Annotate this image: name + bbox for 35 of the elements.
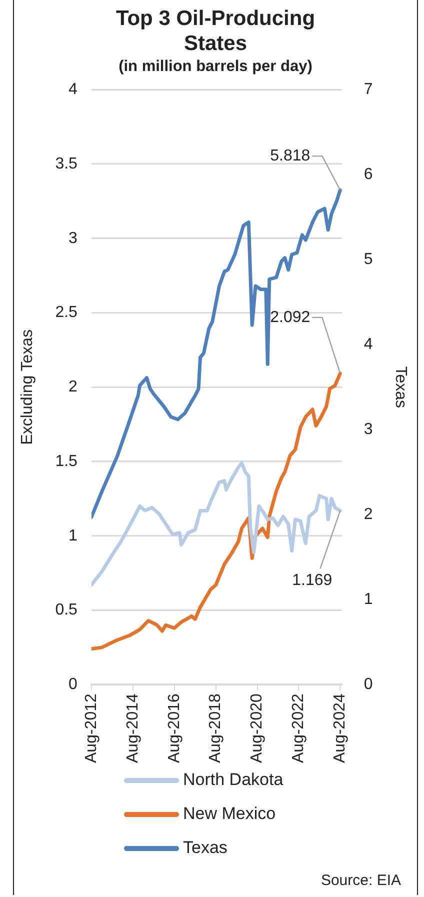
x-tick-label: Aug-2020: [248, 694, 266, 763]
y2-tick-label: 0: [364, 676, 373, 694]
data-label: 1.169: [292, 572, 332, 590]
y-tick-label: 2.5: [55, 304, 78, 322]
y-tick-label: 4: [68, 81, 78, 98]
y-tick-label: 0: [68, 676, 78, 694]
x-tick-label: Aug-2024: [332, 694, 349, 763]
legend-label: North Dakota: [183, 770, 284, 790]
y-tick-label: 0.5: [55, 602, 78, 619]
legend-label: Texas: [183, 838, 228, 858]
x-tick-label: Aug-2012: [82, 694, 100, 763]
y2-tick-label: 1: [364, 591, 373, 608]
x-tick-label: Aug-2014: [124, 694, 142, 763]
legend-label: New Mexico: [183, 804, 276, 824]
y2-tick-label: 2: [364, 506, 373, 524]
y-tick-label: 3.5: [55, 155, 78, 172]
y-tick-label: 1.5: [55, 452, 78, 470]
x-tick-label: Aug-2016: [166, 694, 183, 763]
chart-subtitle: (in million barrels per day): [118, 58, 314, 76]
y2-tick-label: 4: [364, 336, 373, 354]
y2-tick-label: 6: [364, 166, 373, 184]
data-label: 5.818: [270, 147, 310, 164]
y-tick-label: 3: [68, 230, 78, 247]
chart-title: Top 3 Oil-Producing States: [114, 6, 316, 56]
y2-tick-label: 7: [364, 81, 373, 98]
y2-tick-label: 5: [364, 251, 373, 268]
y-tick-label: 1: [68, 527, 78, 544]
y2-tick-label: 3: [364, 421, 373, 438]
y2-axis-title: Texas: [392, 366, 409, 408]
x-tick-label: Aug-2018: [207, 694, 224, 763]
y-tick-label: 2: [68, 378, 78, 396]
y-axis-title: Excluding Texas: [19, 329, 36, 445]
x-tick-label: Aug-2022: [290, 694, 308, 763]
source-note: Source: EIA: [320, 872, 401, 889]
data-label: 2.092: [270, 308, 310, 326]
